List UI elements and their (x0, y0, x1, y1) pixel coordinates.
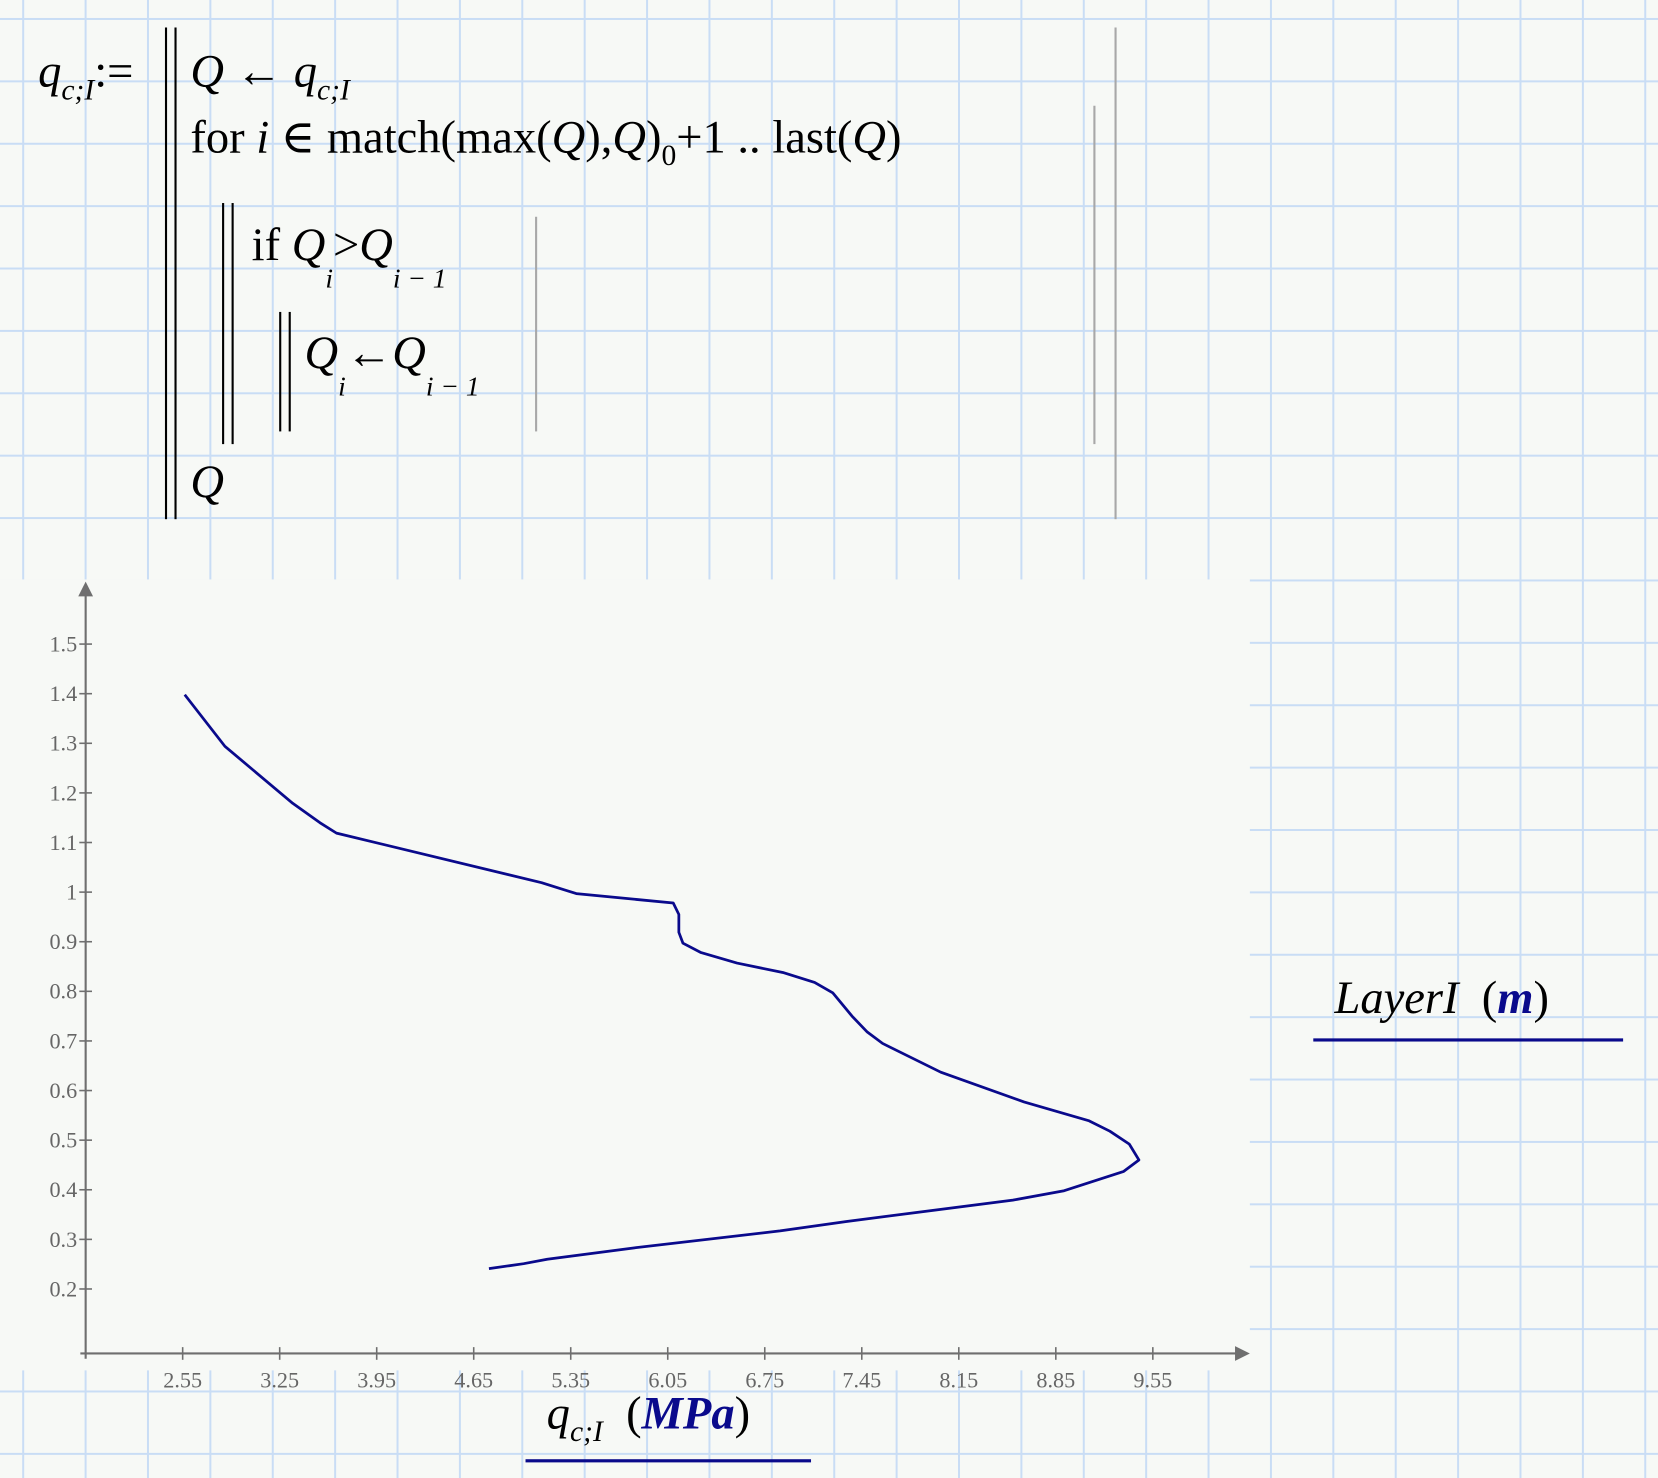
keyword-if: if (251, 218, 281, 271)
var: i (256, 111, 270, 163)
program-bar (174, 27, 177, 520)
x-axis-label[interactable]: qc;I (MPa) (546, 1387, 751, 1449)
var: Q (359, 218, 393, 271)
lhs-var: q (38, 45, 62, 98)
expr: +1 .. last( (676, 111, 853, 163)
keyword-for: for (190, 111, 245, 163)
program-bar (164, 27, 168, 520)
var: Q (304, 326, 339, 379)
y-tick-label: 0.3 (49, 1227, 77, 1252)
subscript: c;I (316, 74, 350, 107)
y-tick-label: 1.1 (49, 830, 77, 855)
x-tick-label: 7.45 (842, 1367, 881, 1392)
y-tick-label: 0.5 (49, 1128, 77, 1153)
var: Q (291, 218, 326, 271)
y-label-underline (1313, 1038, 1624, 1042)
y-tick-label: 1 (66, 880, 77, 905)
expr: (max( (440, 111, 552, 163)
y-tick-label: 0.4 (49, 1177, 77, 1202)
var: Q (852, 111, 887, 163)
program-edge (1114, 27, 1117, 520)
y-tick-label: 1.5 (49, 631, 77, 656)
subscript: 0 (661, 139, 677, 173)
y-tick-label: 1.4 (49, 681, 77, 706)
y-tick-label: 0.8 (49, 979, 77, 1004)
x-tick-label: 3.25 (260, 1367, 299, 1392)
x-axis-arrow-icon (1235, 1346, 1250, 1361)
xlabel-unit: MPa (641, 1387, 735, 1440)
var: q (293, 45, 317, 98)
x-tick-label: 9.55 (1133, 1367, 1172, 1392)
var: Q (392, 326, 426, 379)
var: Q (612, 111, 646, 163)
ylabel-var: LayerI (1334, 971, 1459, 1024)
y-tick-label: 0.6 (49, 1078, 77, 1103)
subscript: i (338, 371, 346, 402)
x-tick-label: 6.75 (745, 1367, 784, 1392)
expr: ) (645, 111, 662, 163)
plot-region[interactable] (0, 579, 1250, 1371)
x-tick-label: 3.95 (357, 1367, 396, 1392)
x-tick-label: 4.65 (454, 1367, 493, 1392)
program-line-2[interactable]: for i ∈ match(max(Q),Q)0+1 .. last(Q) (190, 114, 901, 171)
assign-op: := (94, 45, 134, 98)
y-tick-label: 0.2 (49, 1276, 77, 1301)
var: Q (190, 45, 224, 98)
y-tick-label: 1.2 (49, 780, 77, 805)
series-line (183, 693, 1141, 1271)
in-op: ∈ (280, 111, 316, 163)
y-axis-label[interactable]: LayerI (m) (1334, 971, 1549, 1024)
x-tick-label: 8.85 (1036, 1367, 1075, 1392)
var: Q (551, 111, 586, 163)
subscript: i − 1 (425, 371, 480, 402)
y-axis-arrow-icon (78, 581, 94, 597)
for-body-bar (231, 203, 234, 445)
program-line-5[interactable]: Q (190, 455, 224, 508)
if-edge (535, 216, 538, 432)
if-body-bar (279, 311, 282, 432)
x-tick-label: 2.55 (163, 1367, 202, 1392)
y-tick-label: 1.3 (49, 731, 77, 756)
xlabel-var: q (546, 1387, 570, 1440)
arrow: ← (345, 326, 393, 379)
fn: match (326, 111, 441, 163)
program-line-1[interactable]: Q ← qc;I (190, 48, 350, 107)
for-body-bar (222, 203, 225, 445)
subscript: i − 1 (392, 263, 447, 294)
x-tick-label: 8.15 (939, 1367, 978, 1392)
ylabel-unit: m (1497, 971, 1534, 1024)
x-tick-label: 5.35 (551, 1367, 590, 1392)
subscript: i (325, 263, 333, 294)
x-label-underline (525, 1459, 812, 1463)
program-lhs[interactable]: qc;I:= (38, 48, 133, 107)
program-line-4[interactable]: Qi←Qi − 1 (304, 326, 480, 402)
lhs-sub: c;I (61, 74, 95, 107)
arrow: ← (235, 45, 283, 98)
for-edge (1093, 105, 1096, 445)
expr: ) (886, 111, 902, 163)
program-line-3[interactable]: if Qi>Qi − 1 (252, 222, 447, 293)
expr: ), (585, 111, 613, 163)
xlabel-sub: c;I (569, 1415, 603, 1449)
y-tick-label: 0.9 (49, 929, 77, 954)
gt-op: > (332, 218, 360, 271)
y-tick-label: 0.7 (49, 1028, 77, 1053)
if-body-bar (288, 311, 291, 432)
x-tick-label: 6.05 (648, 1367, 687, 1392)
